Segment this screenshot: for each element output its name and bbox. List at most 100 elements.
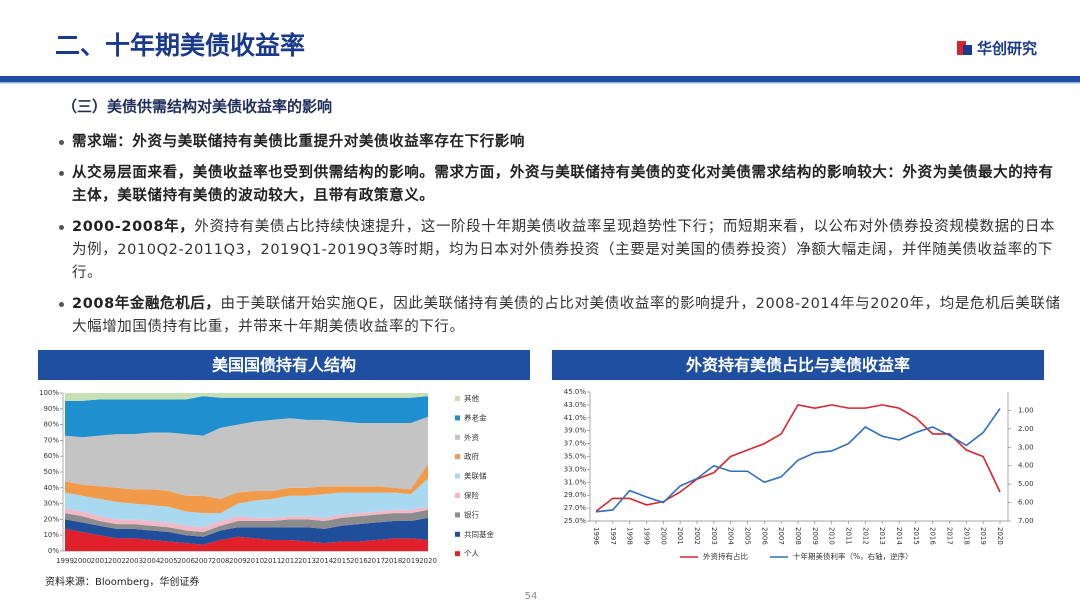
y-tick-label: 80%	[43, 421, 59, 429]
area	[65, 464, 428, 514]
x-tick-label: 2012	[861, 527, 869, 545]
x-tick-label: 2004	[143, 557, 161, 565]
legend-label: 外资持有占比	[703, 551, 748, 561]
y-tick-label: 35.0%	[564, 453, 587, 461]
x-tick-label: 2003	[125, 557, 143, 565]
x-tick-label: 2002	[693, 527, 701, 545]
y-tick-label: 25.0%	[564, 517, 587, 525]
bullet: 需求端：外资与美联储持有美债比重提升对美债收益率存在下行影响	[58, 131, 1063, 154]
x-tick-label: 2006	[760, 527, 768, 545]
x-tick-label: 2011	[845, 527, 853, 545]
area	[65, 517, 428, 545]
section-heading: （三）美债供需结构对美债收益率的影响	[62, 98, 332, 116]
y2-tick-label: 4.00	[1018, 462, 1034, 470]
y-tick-label: 41.0%	[564, 414, 587, 422]
x-tick-label: 1998	[626, 527, 634, 545]
x-tick-label: 2000	[73, 557, 91, 565]
y-tick-label: 33.0%	[564, 465, 587, 473]
chart-title-bar	[38, 350, 530, 380]
bullet-text: 需求端：外资与美联储持有美债比重提升对美债收益率存在下行影响	[72, 134, 525, 150]
header-bar	[0, 82, 1080, 84]
x-tick-label: 2007	[777, 527, 785, 545]
bullet-text: 2008年金融危机后，	[72, 296, 221, 312]
bullet-text: 由于美联储开始实施QE，因此美联储持有美债的占比对美债收益率的影响提升，2008…	[72, 296, 1061, 335]
slide-title: 二、十年期美债收益率	[55, 31, 305, 60]
legend-swatch	[455, 454, 460, 460]
area	[65, 509, 428, 537]
bullet: 从交易层面来看，美债收益率也受到供需结构的影响。需求方面，外资与美联储持有美债的…	[58, 162, 1063, 208]
x-tick-label: 2001	[676, 527, 684, 545]
chart-title: 外资持有美债占比与美债收益率	[685, 356, 910, 375]
bullet: 2000-2008年，外资持有美债占比持续快速提升，这一阶段十年期美债收益率呈现…	[58, 216, 1063, 285]
y-tick-label: 40%	[43, 484, 59, 492]
legend-swatch	[455, 396, 460, 401]
x-tick-label: 1996	[592, 527, 600, 545]
y-tick-label: 20%	[43, 515, 59, 523]
x-tick-label: 2003	[710, 527, 718, 545]
x-tick-label: 2007	[194, 557, 212, 565]
legend-swatch	[455, 473, 460, 479]
y-tick-label: 39.0%	[564, 427, 587, 435]
x-tick-label: 1997	[609, 527, 617, 545]
bullet-text: 从交易层面来看，美债收益率也受到供需结构的影响。需求方面，外资与美联储持有美债的…	[72, 165, 1054, 204]
x-tick-label: 2017	[367, 557, 385, 565]
x-tick-label: 2009	[229, 557, 247, 565]
x-tick-label: 2010	[246, 557, 264, 565]
area	[65, 528, 428, 551]
x-tick-label: 2015	[333, 557, 351, 565]
y-tick-label: 90%	[43, 405, 59, 413]
x-tick-label: 2018	[385, 557, 403, 565]
y-tick-label: 0%	[48, 547, 59, 555]
x-tick-label: 1999	[643, 527, 651, 545]
y-tick-label: 45.0%	[564, 388, 587, 396]
x-tick-label: 2015	[912, 527, 920, 545]
chart-title-bar	[552, 350, 1044, 380]
y2-tick-label: 3.00	[1018, 443, 1034, 451]
bullet-list: 需求端：外资与美联储持有美债比重提升对美债收益率存在下行影响从交易层面来看，美债…	[58, 131, 1063, 347]
legend-swatch	[455, 531, 460, 537]
area	[65, 478, 428, 528]
area	[65, 393, 428, 401]
area	[65, 396, 428, 438]
x-tick-label: 2018	[962, 527, 970, 545]
legend-label: 共同基金	[464, 529, 494, 539]
legend-label: 其他	[464, 393, 479, 403]
logo-text: 华创研究	[977, 40, 1037, 58]
line-series	[595, 404, 1001, 512]
x-tick-label: 2009	[811, 527, 819, 545]
y2-tick-label: 7.00	[1018, 517, 1034, 525]
page-number: 54	[525, 591, 538, 602]
bullet-text: 2000-2008年，	[72, 219, 195, 235]
area	[65, 416, 428, 499]
x-tick-label: 2013	[878, 527, 886, 545]
x-tick-label: 2014	[315, 557, 333, 565]
y2-tick-label: 5.00	[1018, 480, 1034, 488]
legend-swatch	[455, 493, 460, 498]
y2-tick-label: 6.00	[1018, 499, 1034, 507]
x-tick-label: 2005	[744, 527, 752, 545]
x-tick-label: 2012	[281, 557, 299, 565]
y2-tick-label: 1.00	[1018, 406, 1034, 414]
x-tick-label: 2019	[402, 557, 420, 565]
y-tick-label: 50%	[43, 468, 59, 476]
area	[65, 506, 428, 533]
line-series	[595, 408, 1001, 513]
x-tick-label: 2017	[946, 527, 954, 545]
x-tick-label: 2006	[177, 557, 195, 565]
bullet: 2008年金融危机后，由于美联储开始实施QE，因此美联储持有美债的占比对美债收益…	[58, 293, 1063, 339]
x-tick-label: 2020	[996, 527, 1004, 545]
x-tick-label: 2010	[828, 527, 836, 545]
legend-label: 政府	[464, 451, 479, 461]
y-tick-label: 31.0%	[564, 478, 587, 486]
y-tick-label: 10%	[43, 531, 59, 539]
y-tick-label: 60%	[43, 452, 59, 460]
logo-icon	[957, 41, 966, 55]
x-tick-label: 2004	[727, 527, 735, 545]
legend-label: 十年期美债利率（%，右轴，逆序）	[793, 551, 913, 561]
legend-label: 外资	[464, 432, 479, 442]
x-tick-label: 2016	[350, 557, 368, 565]
x-tick-label: 2020	[419, 557, 437, 565]
legend-swatch	[455, 415, 460, 421]
x-tick-label: 2000	[659, 527, 667, 545]
